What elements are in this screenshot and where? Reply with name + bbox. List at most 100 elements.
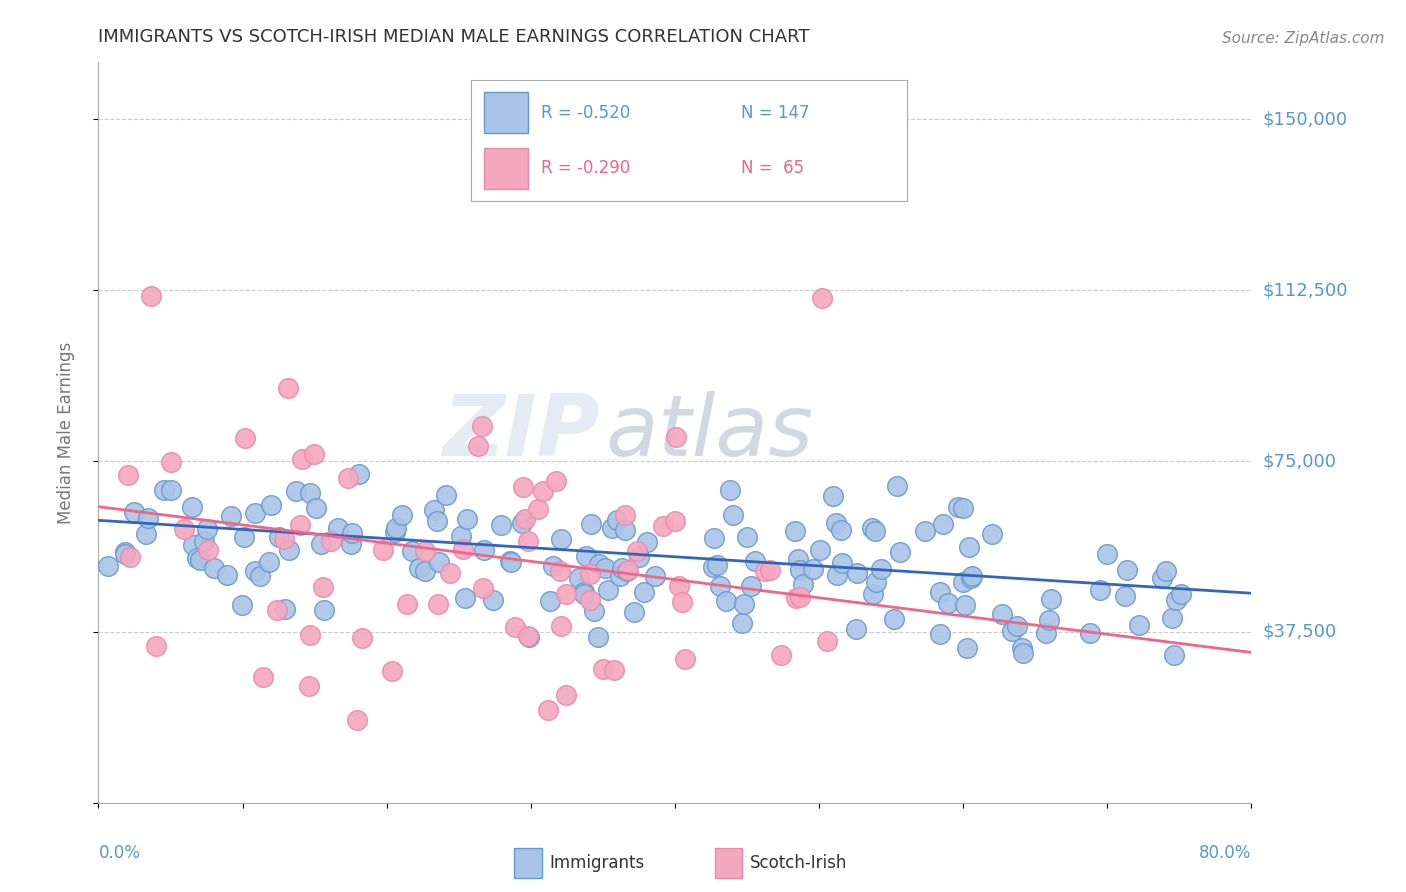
Point xyxy=(141,288,163,302)
Point xyxy=(546,474,568,488)
Point xyxy=(845,566,868,580)
Point xyxy=(538,594,561,608)
Point xyxy=(499,556,522,570)
Point xyxy=(592,662,614,676)
Point xyxy=(277,381,299,395)
Point xyxy=(120,550,142,565)
Text: $75,000: $75,000 xyxy=(1263,452,1337,470)
Point xyxy=(1154,564,1177,578)
Point xyxy=(616,565,638,579)
Point xyxy=(770,648,793,663)
Point xyxy=(1152,571,1174,585)
Text: atlas: atlas xyxy=(606,391,814,475)
Point xyxy=(346,713,368,727)
Point xyxy=(257,555,280,569)
Point xyxy=(434,488,457,502)
Point xyxy=(600,521,623,535)
Point xyxy=(273,533,295,547)
Point xyxy=(668,579,690,593)
Point xyxy=(636,534,658,549)
Text: $112,500: $112,500 xyxy=(1263,281,1348,299)
Point xyxy=(1038,613,1060,627)
Point xyxy=(673,652,696,666)
Point xyxy=(702,560,724,574)
Point xyxy=(610,560,633,574)
Point xyxy=(232,530,254,544)
Point xyxy=(1001,624,1024,639)
Point xyxy=(266,603,288,617)
Point xyxy=(860,521,883,535)
Point xyxy=(960,571,983,585)
Point xyxy=(219,509,242,524)
Point xyxy=(153,483,176,497)
Point xyxy=(288,517,311,532)
Point xyxy=(932,517,955,532)
Point xyxy=(574,587,596,601)
Point xyxy=(337,471,360,485)
Point xyxy=(233,431,256,445)
Point xyxy=(517,533,540,548)
Text: 80.0%: 80.0% xyxy=(1199,844,1251,862)
Point xyxy=(204,560,226,574)
Point xyxy=(581,516,603,531)
Point xyxy=(526,502,548,516)
Point xyxy=(97,559,120,574)
Point xyxy=(568,571,591,585)
Point xyxy=(1040,592,1063,607)
Point xyxy=(321,534,343,549)
Point xyxy=(340,536,363,550)
Point xyxy=(665,430,688,444)
Point xyxy=(384,521,406,535)
Point xyxy=(735,530,758,544)
Point xyxy=(350,632,373,646)
Point xyxy=(427,555,450,569)
Point xyxy=(180,500,202,514)
Bar xyxy=(484,148,527,188)
Point xyxy=(616,563,638,577)
Point xyxy=(249,569,271,583)
Point xyxy=(384,524,406,539)
Point xyxy=(1088,582,1111,597)
Point xyxy=(991,607,1014,621)
Point xyxy=(952,574,974,589)
Point xyxy=(450,529,472,543)
Point xyxy=(512,480,534,494)
Point xyxy=(391,508,413,522)
Point xyxy=(952,501,974,516)
Point xyxy=(626,544,648,558)
Point xyxy=(117,468,139,483)
Point xyxy=(792,577,814,591)
Y-axis label: Median Male Earnings: Median Male Earnings xyxy=(56,342,75,524)
Point xyxy=(371,543,394,558)
Point xyxy=(555,587,578,601)
Point xyxy=(579,566,602,581)
Point xyxy=(815,633,838,648)
Point xyxy=(284,484,307,499)
Point xyxy=(1116,563,1139,577)
Point xyxy=(503,620,526,634)
Point xyxy=(381,664,404,678)
Point xyxy=(439,566,461,580)
Point xyxy=(633,585,655,599)
Point xyxy=(160,454,183,468)
Point xyxy=(252,669,274,683)
Point xyxy=(413,564,436,578)
Point xyxy=(583,604,606,618)
Point xyxy=(277,542,299,557)
Point xyxy=(531,484,554,499)
Point xyxy=(481,592,503,607)
Point xyxy=(499,553,522,567)
Point xyxy=(664,514,686,528)
Point xyxy=(808,543,831,558)
Point xyxy=(586,630,609,644)
Point xyxy=(825,516,848,531)
Point xyxy=(311,537,333,551)
Point xyxy=(312,580,335,594)
Point xyxy=(135,526,157,541)
Point xyxy=(243,506,266,520)
Point xyxy=(1161,610,1184,624)
Point xyxy=(603,663,626,677)
Point xyxy=(588,557,610,571)
Point xyxy=(548,564,571,578)
Point xyxy=(960,568,983,582)
